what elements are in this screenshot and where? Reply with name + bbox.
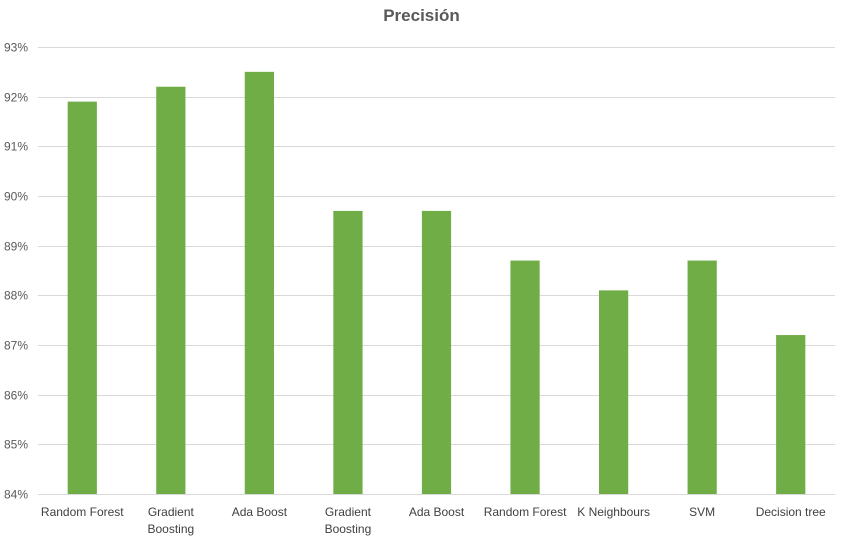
x-tick-label: Random Forest: [484, 505, 567, 519]
y-tick-label: 89%: [4, 240, 28, 254]
x-tick-label-line: Boosting: [325, 522, 372, 536]
bar: [776, 335, 806, 494]
x-tick-label-line: Ada Boost: [232, 505, 288, 519]
y-tick-label: 84%: [4, 488, 28, 502]
y-tick-label: 93%: [4, 41, 28, 55]
bars: [67, 71, 806, 494]
bar: [244, 71, 275, 494]
x-tick-label-line: Random Forest: [484, 505, 567, 519]
y-tick-label: 88%: [4, 289, 28, 303]
bar: [156, 86, 186, 494]
x-axis: Random Forest Gradient Boosting Ada Boost Gr…: [41, 505, 826, 536]
x-tick-label-line: Gradient: [148, 505, 195, 519]
bar: [333, 210, 363, 494]
x-tick-label-line: Boosting: [147, 522, 194, 536]
x-tick-label-line: Ada Boost: [409, 505, 465, 519]
bar: [67, 101, 97, 494]
chart-title: Precisión: [383, 6, 460, 25]
y-tick-label: 86%: [4, 389, 28, 403]
y-tick-label: 85%: [4, 438, 28, 452]
x-tick-label: Random Forest: [41, 505, 124, 519]
x-tick-label: Gradient Boosting: [147, 505, 194, 536]
x-tick-label: SVM: [689, 505, 715, 519]
y-tick-label: 87%: [4, 339, 28, 353]
y-tick-label: 90%: [4, 190, 28, 204]
y-axis: 84% 85% 86% 87% 88% 89% 90% 91% 92% 93%: [4, 41, 28, 502]
bar: [510, 260, 540, 494]
x-tick-label-line: Gradient: [325, 505, 372, 519]
bar: [598, 290, 629, 494]
bar: [687, 260, 717, 494]
x-tick-label: Gradient Boosting: [325, 505, 372, 536]
x-tick-label-line: K Neighbours: [577, 505, 650, 519]
bar: [421, 210, 452, 494]
x-tick-label: Ada Boost: [409, 505, 465, 519]
x-tick-label-line: Decision tree: [756, 505, 826, 519]
x-tick-label-line: Random Forest: [41, 505, 124, 519]
x-tick-label: Decision tree: [756, 505, 826, 519]
y-tick-label: 91%: [4, 140, 28, 154]
y-tick-label: 92%: [4, 91, 28, 105]
x-tick-label: K Neighbours: [577, 505, 650, 519]
x-tick-label-line: SVM: [689, 505, 715, 519]
x-tick-label: Ada Boost: [232, 505, 288, 519]
